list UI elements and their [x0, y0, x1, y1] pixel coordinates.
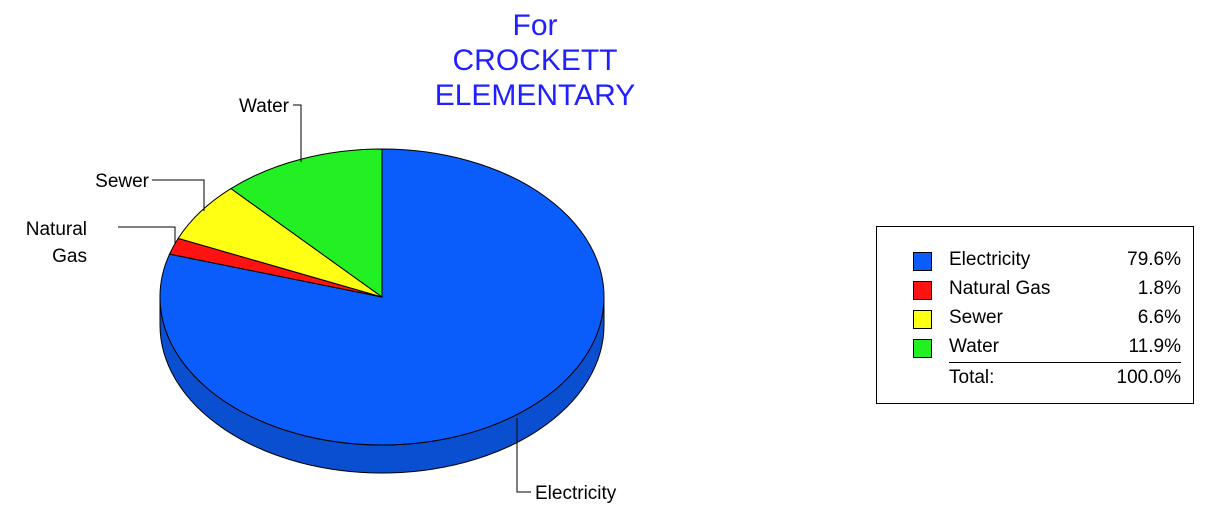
legend-divider [949, 362, 1181, 363]
legend-percent-water: 11.9% [1128, 336, 1181, 357]
callout-label-natural-gas-2: Gas [52, 246, 87, 267]
callout-line-water [293, 104, 302, 162]
legend-total-value: 100.0% [1116, 367, 1181, 388]
slice-callouts: Electricity Natural Gas Sewer Water [26, 96, 617, 504]
legend: Electricity 79.6% Natural Gas 1.8% Sewer… [876, 226, 1194, 404]
legend-label-electricity: Electricity [949, 249, 1031, 270]
title-line-1: For [512, 9, 558, 42]
legend-label-natural-gas: Natural Gas [949, 278, 1051, 299]
legend-percent-sewer: 6.6% [1137, 307, 1181, 328]
callout-label-electricity: Electricity [535, 483, 617, 504]
callout-line-sewer [152, 179, 205, 211]
callout-line-natural-gas [118, 226, 176, 244]
pie-tops [159, 148, 605, 446]
callout-line-electricity [516, 418, 531, 493]
legend-row-electricity: Electricity 79.6% [913, 249, 1181, 273]
legend-row-natural-gas: Natural Gas 1.8% [913, 278, 1181, 302]
title-line-3: ELEMENTARY [434, 79, 636, 112]
callout-label-water: Water [239, 96, 290, 117]
legend-row-water: Water 11.9% [913, 336, 1181, 360]
legend-swatch-natural-gas [913, 281, 932, 300]
legend-percent-electricity: 79.6% [1127, 249, 1181, 270]
legend-row-sewer: Sewer 6.6% [913, 307, 1181, 331]
legend-total-label: Total: [949, 367, 995, 388]
legend-swatch-water [913, 339, 932, 358]
pie-chart: Electricity Natural Gas Sewer Water [26, 96, 617, 504]
legend-row-total: Total: 100.0% [913, 367, 1181, 391]
legend-percent-natural-gas: 1.8% [1137, 278, 1181, 299]
legend-label-water: Water [949, 336, 999, 357]
legend-label-sewer: Sewer [949, 307, 1003, 328]
legend-swatch-sewer [913, 310, 932, 329]
chart-title: For CROCKETT ELEMENTARY [380, 8, 690, 113]
title-line-2: CROCKETT [452, 44, 618, 77]
legend-swatch-electricity [913, 252, 932, 271]
callout-label-sewer: Sewer [95, 171, 150, 192]
callout-label-natural-gas-1: Natural [26, 219, 87, 240]
